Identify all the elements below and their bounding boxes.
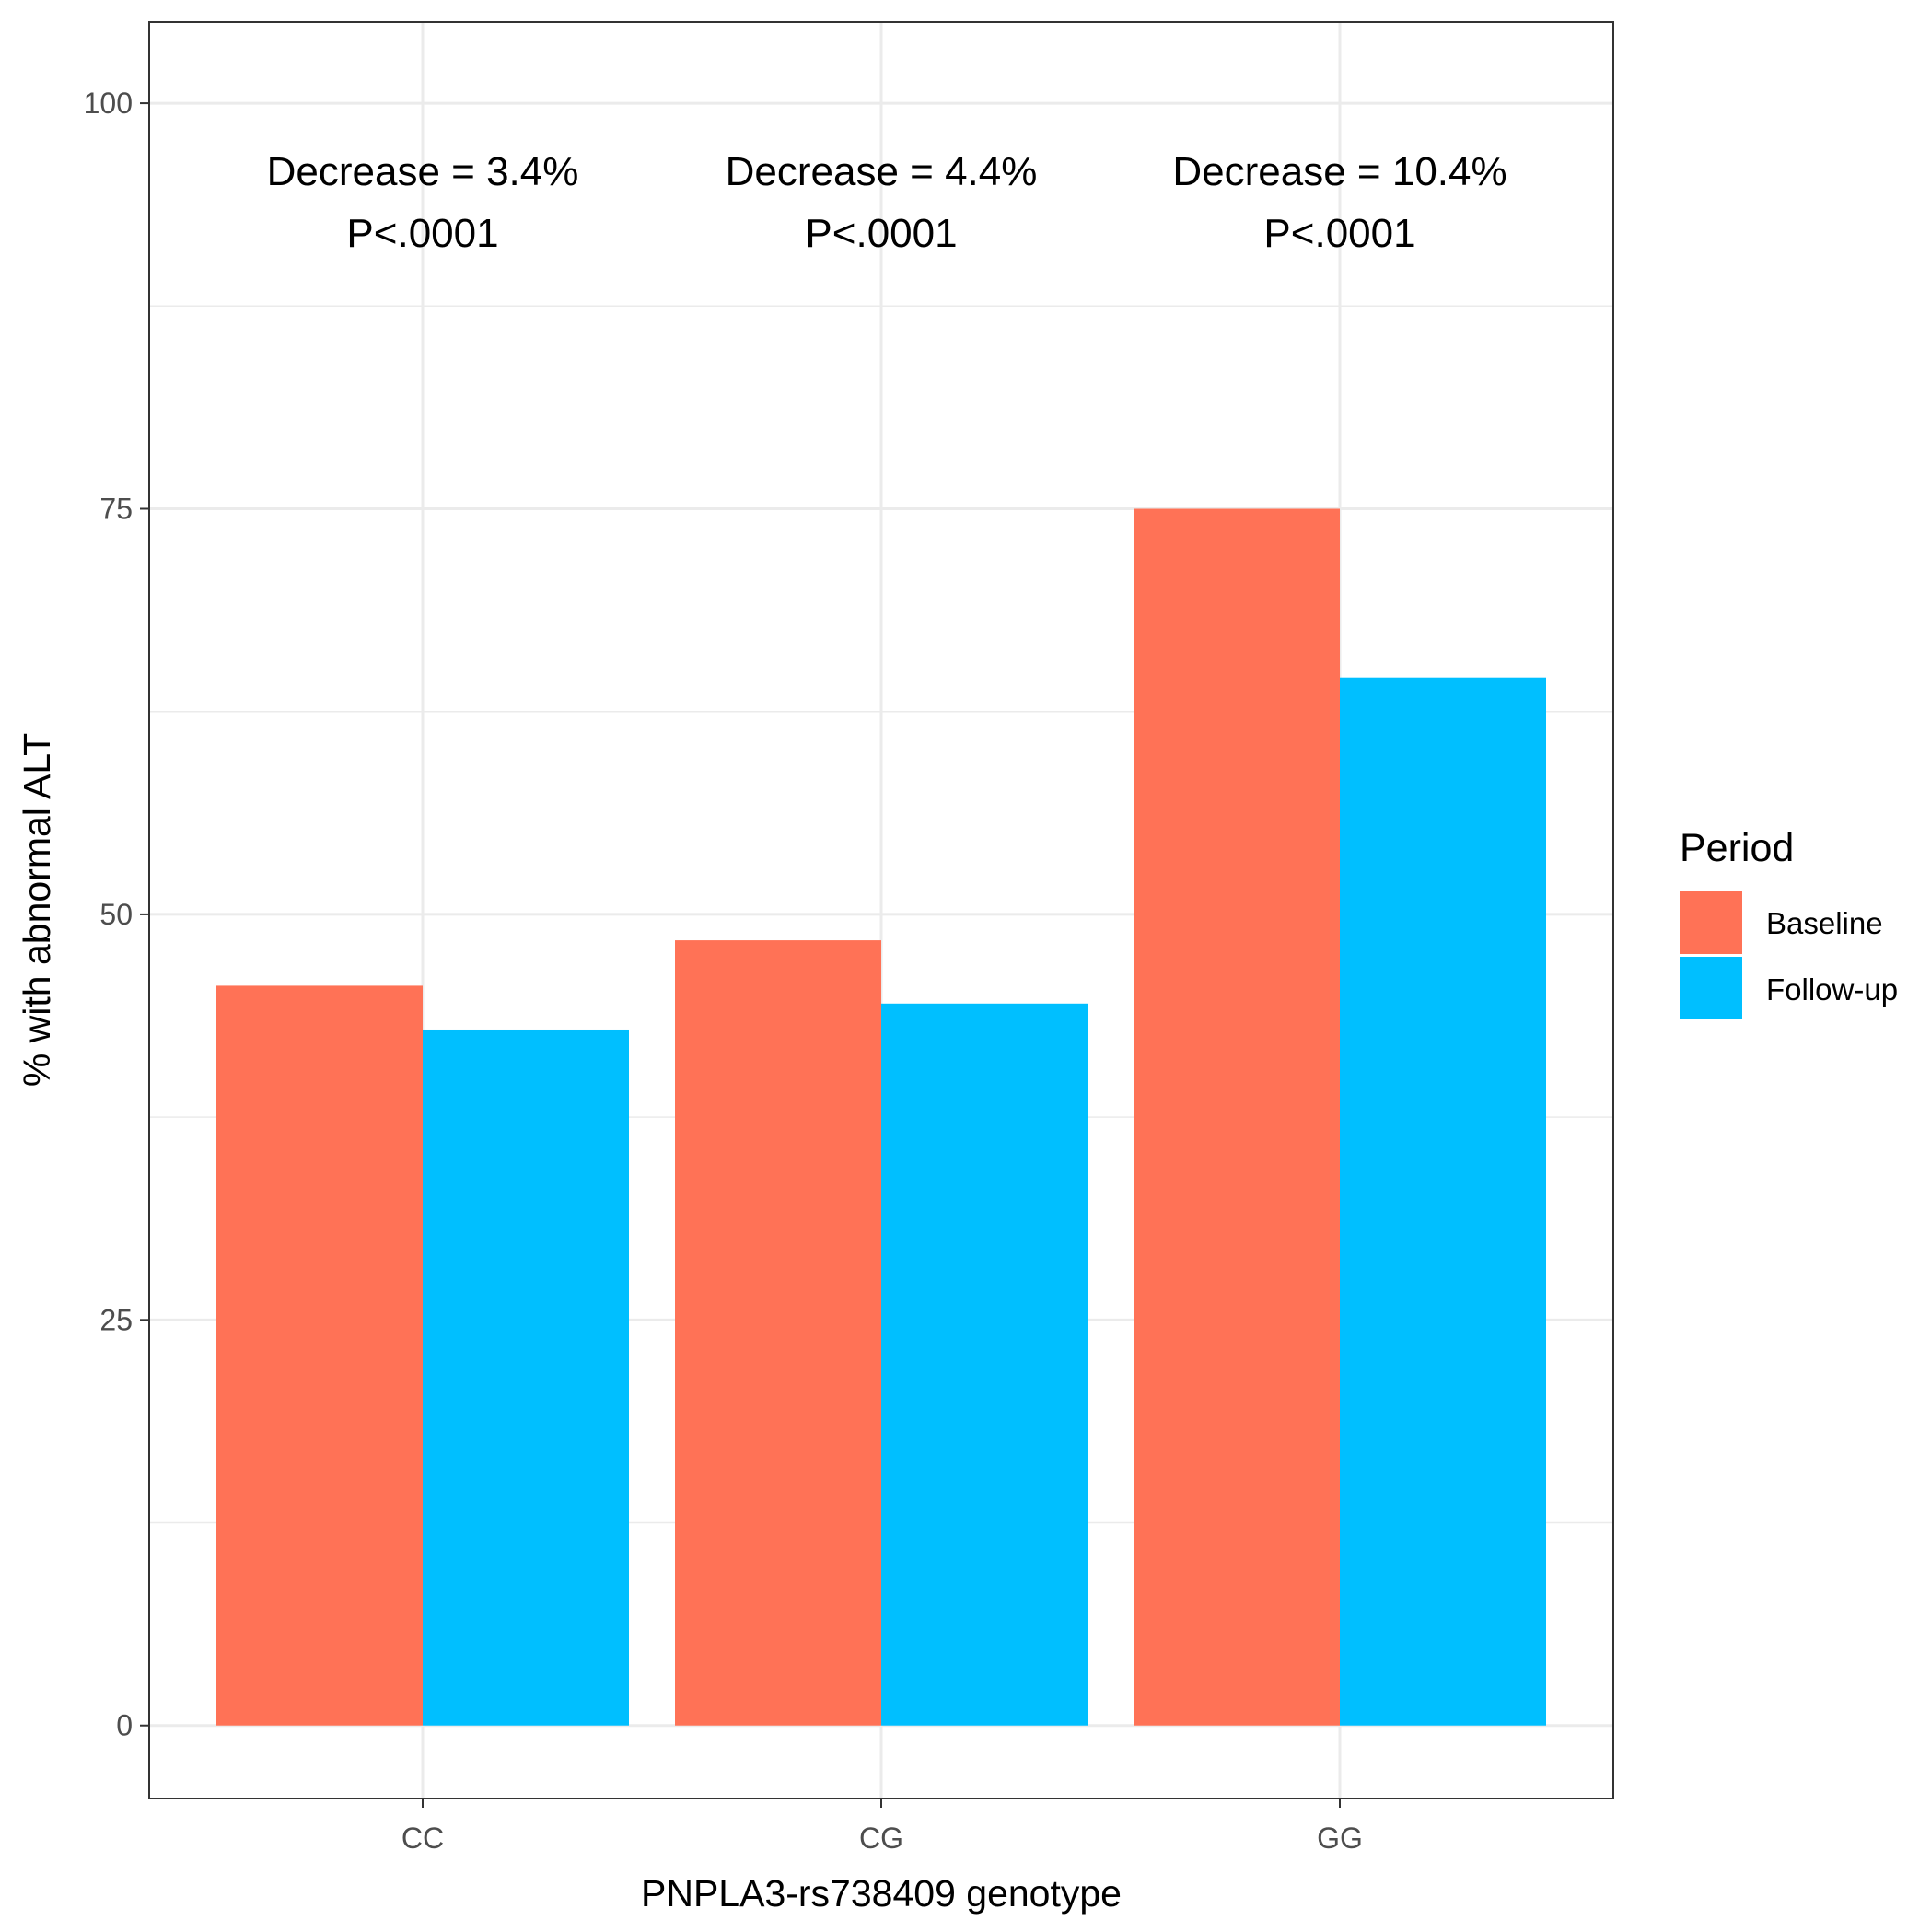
- x-tick-label: CC: [401, 1821, 444, 1855]
- legend-key-follow-up: [1680, 957, 1742, 1019]
- bar-follow-up-cg: [881, 1003, 1088, 1726]
- annotation-pvalue: P<.0001: [346, 211, 498, 256]
- legend-key-baseline: [1680, 891, 1742, 954]
- y-tick-label: 25: [99, 1303, 133, 1336]
- bars: [216, 508, 1546, 1726]
- annotation-decrease: Decrease = 4.4%: [726, 149, 1038, 194]
- legend: Period Baseline Follow-up: [1680, 826, 1898, 1019]
- bar-baseline-cc: [216, 985, 423, 1726]
- x-axis: CC CG GG: [401, 1798, 1363, 1855]
- bar-baseline-cg: [675, 940, 881, 1726]
- y-axis: 0 25 50 75 100: [84, 87, 149, 1742]
- x-tick-label: GG: [1317, 1821, 1363, 1855]
- annotations: Decrease = 3.4% P<.0001 Decrease = 4.4% P<.…: [267, 149, 1507, 256]
- bar-baseline-gg: [1134, 508, 1340, 1726]
- annotation-pvalue: P<.0001: [805, 211, 957, 256]
- y-tick-label: 100: [84, 87, 133, 120]
- annotation-decrease: Decrease = 10.4%: [1172, 149, 1506, 194]
- legend-label-follow-up: Follow-up: [1766, 972, 1898, 1007]
- x-tick-label: CG: [859, 1821, 903, 1855]
- annotation-pvalue: P<.0001: [1263, 211, 1415, 256]
- y-tick-label: 0: [116, 1709, 133, 1742]
- bar-follow-up-cc: [423, 1029, 629, 1726]
- annotation-decrease: Decrease = 3.4%: [267, 149, 579, 194]
- y-tick-label: 50: [99, 898, 133, 931]
- x-axis-title: PNPLA3-rs738409 genotype: [641, 1872, 1122, 1915]
- legend-title: Period: [1680, 826, 1794, 870]
- y-tick-label: 75: [99, 492, 133, 525]
- legend-label-baseline: Baseline: [1766, 906, 1883, 940]
- bar-follow-up-gg: [1340, 677, 1546, 1726]
- y-axis-title: % with abnormal ALT: [16, 733, 58, 1087]
